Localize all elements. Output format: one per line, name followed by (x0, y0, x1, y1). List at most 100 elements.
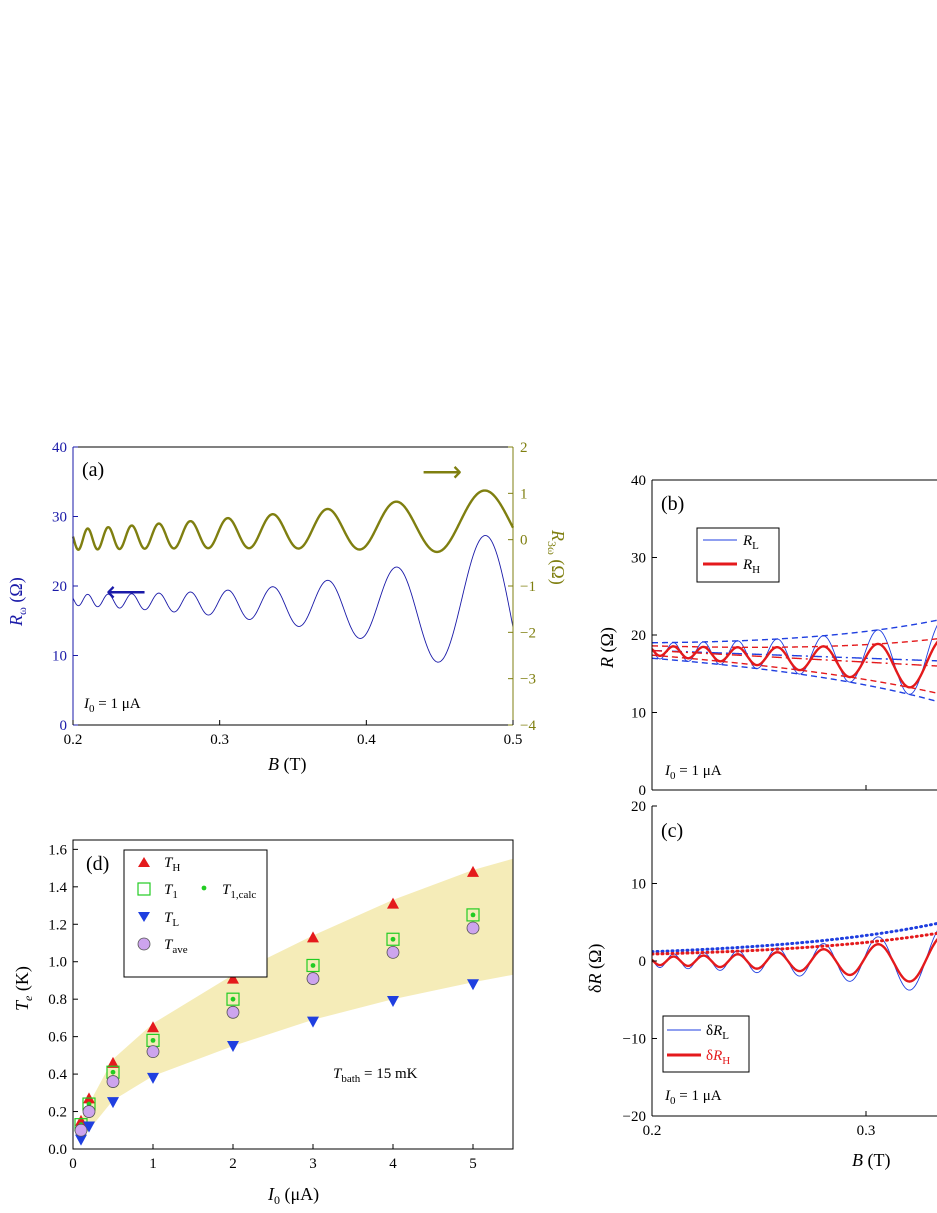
a-right-ytick-label: −1 (520, 579, 536, 595)
c-xtick-label: 0.3 (857, 1123, 876, 1139)
a-ylabel-left: Rω (Ω) (6, 577, 29, 627)
c-envelope-dRH (652, 931, 937, 956)
b-ytick-label: 0 (639, 783, 647, 799)
d-legend-TL-label: TL (164, 910, 179, 929)
d-ytick-label: 0.2 (48, 1105, 67, 1121)
a-xtick-label: 0.3 (210, 732, 229, 748)
panel-b: 0 10 20 30 40 (b) RL RH I0 = 1 μA R (Ω) (597, 473, 937, 799)
c-ytick-label: 0 (639, 954, 647, 970)
a-right-ytick-label: 2 (520, 440, 528, 456)
d-xtick-label: 0 (69, 1156, 77, 1172)
b-curves (652, 619, 937, 703)
a-left-ytick-label: 10 (52, 649, 67, 665)
d-frame (72, 839, 514, 1150)
d-point-T1calc (86, 1101, 92, 1107)
d-point-TL (387, 996, 399, 1008)
d-point-TH (227, 972, 239, 984)
b-ylabel: R (Ω) (597, 627, 618, 669)
a-curves (71, 489, 515, 663)
a-left-ytick-label: 40 (52, 440, 67, 456)
d-point-Tave (82, 1105, 96, 1118)
a-right-ytick-label: −3 (520, 672, 536, 688)
b-legend-RL-label: RL (742, 533, 759, 552)
d-xtick-label: 5 (469, 1156, 477, 1172)
panel-d: 0.0 0.2 0.4 0.6 0.8 1.0 1.2 1.4 1.6 0 1 2 3 4 5 (d) TH… (12, 839, 514, 1207)
b-mean-RH (652, 649, 937, 667)
b-ytick-label: 40 (631, 473, 646, 489)
b-ytick-label: 10 (631, 706, 646, 722)
c-annotation: I0 = 1 μA (664, 1088, 722, 1107)
d-xtick-label: 1 (149, 1156, 157, 1172)
d-legend-T1-marker (137, 882, 151, 896)
d-ytick-label: 0.6 (48, 1030, 67, 1046)
panel-a: 0 10 20 30 40 −4 −3 −2 −1 0 1 2 0.2 0.3 0.4 0.5 (a) ⟶ ⟵… (6, 440, 568, 775)
a-right-ytick-label: −2 (520, 625, 536, 641)
c-panel-label: (c) (661, 820, 683, 842)
d-panel-label: (d) (86, 853, 109, 875)
c-ylabel: δR (Ω) (585, 944, 606, 993)
d-uncertainty-band (81, 858, 513, 1140)
b-legend-RH-label: RH (742, 557, 760, 576)
d-ticks: 0.0 0.2 0.4 0.6 0.8 1.0 1.2 1.4 1.6 0 1 2 3 4 5 (48, 842, 477, 1172)
d-point-T1calc (310, 963, 316, 968)
d-ytick-label: 1.6 (48, 842, 67, 858)
a-xtick-label: 0.4 (357, 732, 376, 748)
d-point-Tave (306, 972, 320, 985)
d-ytick-label: 0.4 (48, 1067, 67, 1083)
d-legend-Tave-label: Tave (164, 937, 188, 956)
d-legend-T1calc-marker (201, 885, 207, 891)
b-envelope-lower-RL (652, 657, 937, 703)
a-xtick-label: 0.5 (504, 732, 523, 748)
d-point-TL (75, 1134, 87, 1146)
c-ytick-label: 20 (631, 799, 646, 815)
a-left-ytick-label: 30 (52, 510, 67, 526)
a-series-R-3omega (71, 489, 515, 554)
b-envelope-lower-RH (652, 654, 937, 694)
d-legend-TH-label: TH (164, 855, 180, 874)
d-point-T1calc (110, 1069, 116, 1075)
d-legend-T1-label: T1 (164, 882, 178, 901)
d-point-TH (107, 1056, 119, 1068)
d-points (74, 865, 480, 1146)
c-envelope-dRL (652, 921, 937, 954)
d-ytick-label: 0.0 (48, 1142, 67, 1158)
d-point-T1 (306, 958, 320, 973)
b-envelope-upper-RH (652, 638, 937, 648)
a-right-ytick-label: 0 (520, 533, 528, 549)
d-ylabel: Te (K) (12, 966, 35, 1011)
a-series-R-omega (72, 535, 514, 663)
a-left-ytick-label: 0 (60, 718, 68, 734)
d-ytick-label: 1.4 (48, 880, 67, 896)
d-point-T1 (226, 992, 240, 1006)
c-ytick-label: 10 (631, 877, 646, 893)
d-annotation: Tbath = 15 mK (333, 1066, 418, 1085)
a-ylabel-right: R3ω (Ω) (545, 529, 568, 585)
b-ticks: 0 10 20 30 40 (631, 473, 867, 799)
c-series-dRH (652, 937, 937, 983)
d-point-Tave (106, 1075, 120, 1088)
b-panel-label: (b) (661, 493, 684, 515)
d-point-Tave (74, 1123, 88, 1137)
d-xtick-label: 3 (309, 1156, 317, 1172)
d-point-Tave (226, 1005, 240, 1019)
d-xtick-label: 4 (389, 1156, 397, 1172)
b-ytick-label: 30 (631, 551, 646, 567)
a-right-ytick-label: −4 (520, 718, 536, 734)
d-ytick-label: 1.0 (48, 955, 67, 971)
a-annotation: I0 = 1 μA (83, 696, 141, 715)
d-legend-TH-marker (138, 857, 150, 867)
c-curves-inner (652, 921, 937, 991)
b-series-RL (652, 624, 937, 695)
d-point-T1 (386, 932, 400, 946)
d-point-TL (467, 979, 479, 991)
a-xtick-label: 0.2 (64, 732, 83, 748)
c-ytick-label: −10 (623, 1032, 646, 1048)
a-right-arrow: ⟶ (422, 457, 462, 488)
c-legend-box (662, 1015, 750, 1073)
d-point-TL (227, 1041, 239, 1052)
a-ticks: 0 10 20 30 40 −4 −3 −2 −1 0 1 2 0.2 0.3 0.4 0.5 (52, 440, 536, 748)
d-legend-TL-marker (138, 912, 150, 922)
d-xlabel: I0 (μA) (267, 1184, 319, 1207)
